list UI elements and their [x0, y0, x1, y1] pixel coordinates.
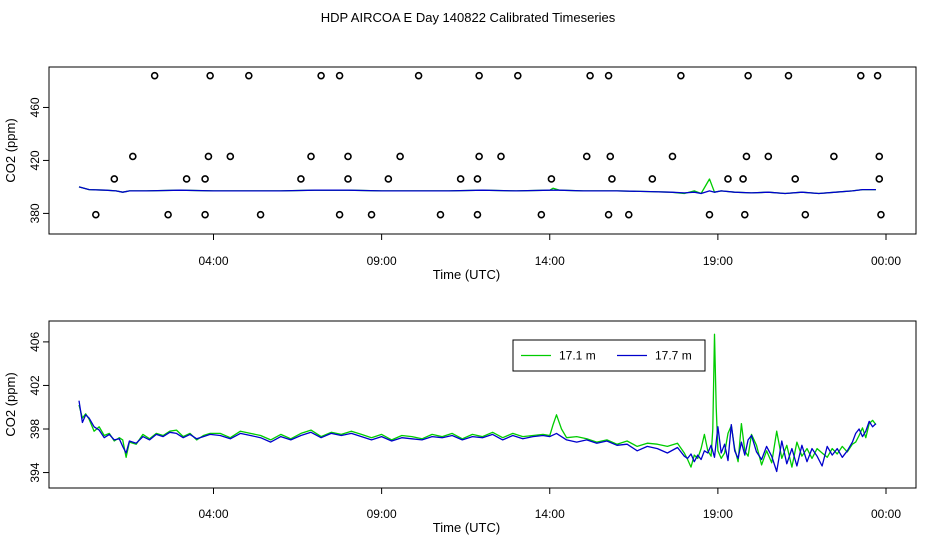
x-tick-label: 00:00 [871, 254, 901, 268]
x-tick-label: 14:00 [535, 254, 565, 268]
y-tick-label: 402 [28, 375, 42, 395]
calibration-point [830, 152, 838, 161]
plot-frame [48, 66, 917, 235]
calibration-point [873, 71, 882, 80]
calibration-point [201, 175, 209, 183]
series-line-17-7-m [78, 186, 876, 195]
calibration-point [624, 210, 633, 219]
calibration-point [739, 175, 747, 183]
x-tick-label: 14:00 [535, 507, 565, 521]
calibration-point [150, 71, 159, 80]
series-line-17-7-m [78, 400, 877, 473]
y-tick-label: 460 [28, 97, 42, 117]
calibration-point [648, 175, 657, 183]
plot-frame [48, 320, 917, 489]
calibration-point [344, 175, 352, 183]
y-tick-label: 420 [28, 150, 42, 170]
y-tick-label: 406 [28, 332, 42, 352]
calibration-point [764, 152, 773, 161]
calibration-point [367, 210, 376, 219]
calibration-point [547, 175, 556, 183]
top-panel: 04:00 09:00 14:00 19:00 00:00 380 420 460 Time (… [3, 66, 917, 282]
calibration-point [335, 210, 344, 219]
calibration-point [724, 175, 732, 183]
calibration-point [877, 210, 885, 219]
calibration-point [204, 152, 213, 161]
calibration-point [742, 152, 751, 161]
calibration-point [856, 71, 865, 80]
calibration-point [206, 71, 214, 80]
x-axis-label: Time (UTC) [433, 520, 500, 535]
calibration-point [110, 175, 119, 183]
calibration-point [226, 152, 235, 161]
calibration-point [744, 71, 752, 80]
x-tick-label: 04:00 [198, 254, 228, 268]
x-tick-label: 04:00 [198, 507, 228, 521]
calibration-point [317, 71, 325, 80]
y-tick-label: 394 [28, 462, 42, 482]
y-axis-label: CO2 (ppm) [3, 118, 18, 182]
calibration-point [608, 175, 616, 183]
x-tick-label: 09:00 [367, 507, 397, 521]
y-tick-label: 380 [28, 203, 42, 223]
calibration-point [475, 152, 483, 161]
x-tick-label: 09:00 [367, 254, 397, 268]
calibration-point [335, 71, 344, 80]
calibration-point [514, 71, 522, 80]
calibration-point [475, 71, 483, 80]
calibration-point [164, 210, 172, 219]
x-tick-label: 00:00 [871, 507, 901, 521]
calibration-point [456, 175, 465, 183]
calibration-point [182, 175, 191, 183]
y-tick-label: 398 [28, 419, 42, 439]
calibration-point [92, 210, 100, 219]
calibration-point [586, 71, 594, 80]
figure-title: HDP AIRCOA E Day 140822 Calibrated Times… [321, 10, 616, 25]
legend-label: 17.1 m [559, 349, 596, 363]
calibration-point [384, 175, 393, 183]
calibration-point [606, 152, 615, 161]
calibration-point [604, 71, 613, 80]
calibration-point [414, 71, 423, 80]
calibration-point [201, 210, 209, 219]
calibration-point [784, 71, 793, 80]
calibration-point [791, 175, 800, 183]
calibration-point [497, 152, 505, 161]
calibration-point [875, 175, 884, 183]
x-tick-label: 19:00 [703, 254, 733, 268]
bottom-panel: 04:00 09:00 14:00 19:00 00:00 394 398 402 406 Tim… [3, 320, 917, 535]
calibration-point [677, 71, 685, 80]
calibration-point [436, 210, 445, 219]
calibration-point [604, 210, 613, 219]
calibration-point [537, 210, 546, 219]
calibration-point [396, 152, 404, 161]
x-axis-label: Time (UTC) [433, 267, 500, 282]
series-line-17-1-m [78, 333, 877, 468]
calibration-point [740, 210, 749, 219]
legend: 17.1 m 17.7 m [512, 339, 706, 372]
calibration-point [875, 152, 884, 161]
calibration-point [705, 210, 714, 219]
calibration-point [129, 152, 137, 161]
calibration-point [473, 210, 482, 219]
calibration-point [582, 152, 591, 161]
calibration-point [801, 210, 810, 219]
calibration-point [256, 210, 265, 219]
calibration-point [297, 175, 305, 183]
calibration-point [307, 152, 315, 161]
legend-label: 17.7 m [655, 349, 692, 363]
x-tick-label: 19:00 [703, 507, 733, 521]
calibration-point [344, 152, 352, 161]
calibration-point [668, 152, 677, 161]
calibration-point [473, 175, 482, 183]
calibration-point [245, 71, 253, 80]
y-axis-label: CO2 (ppm) [3, 372, 18, 436]
